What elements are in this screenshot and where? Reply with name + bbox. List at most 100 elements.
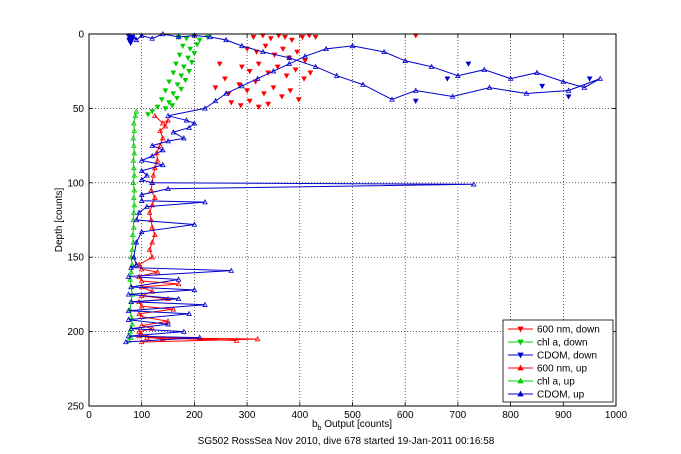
legend-marker [517, 339, 524, 346]
data-point [539, 83, 546, 90]
data-point [131, 150, 138, 156]
data-point [286, 60, 293, 66]
data-point [126, 34, 133, 40]
x-axis-label-rest: Output [counts] [321, 419, 392, 430]
data-point [180, 135, 187, 141]
data-point [162, 88, 169, 94]
data-point [179, 43, 186, 49]
data-point [130, 216, 137, 223]
data-point [133, 239, 140, 245]
data-point [130, 254, 137, 260]
data-point [412, 98, 419, 104]
data-point [183, 117, 190, 123]
data-point [282, 34, 288, 40]
data-point [149, 224, 156, 230]
data-point [455, 72, 461, 78]
data-point [165, 321, 171, 327]
data-point [130, 209, 137, 215]
data-point [130, 179, 137, 185]
data-point [170, 91, 177, 97]
data-point [174, 95, 180, 102]
legend-label: CDOM, down [537, 351, 597, 362]
ticks: 0 100 200 300 400 500 600 700 800 900 1000 0 50 100 15… [67, 30, 627, 422]
data-point [128, 298, 135, 305]
data-point [162, 123, 169, 129]
data-point [312, 63, 319, 69]
data-point [302, 58, 308, 64]
data-point [129, 261, 136, 267]
data-point [255, 61, 262, 67]
data-point [175, 280, 182, 287]
data-point [292, 67, 299, 73]
data-point [166, 100, 172, 106]
data-point [159, 120, 166, 126]
data-point [238, 64, 245, 70]
data-point [170, 129, 177, 135]
data-point [133, 261, 140, 267]
data-point [130, 120, 137, 126]
data-point [191, 120, 198, 126]
data-point [138, 277, 145, 284]
x-axis-label-sub: b [318, 425, 322, 432]
data-point [131, 172, 138, 178]
data-point [191, 51, 198, 57]
series-cdom-up [123, 30, 604, 345]
data-point [130, 33, 137, 40]
data-point [216, 61, 223, 67]
data-point [246, 69, 253, 75]
series-layer [123, 30, 604, 345]
data-point [412, 87, 419, 93]
data-point [165, 112, 171, 118]
data-point [191, 286, 198, 293]
data-point [149, 152, 156, 159]
data-point [148, 187, 155, 193]
data-point [146, 246, 153, 252]
y-tick-label: 0 [78, 30, 84, 41]
data-point [146, 209, 153, 215]
data-point [130, 164, 137, 171]
data-point [279, 94, 285, 100]
data-point [129, 246, 136, 252]
data-point [165, 117, 171, 123]
y-tick-label: 250 [67, 402, 84, 413]
data-point [149, 239, 156, 245]
data-point [349, 42, 356, 49]
data-point [149, 109, 156, 115]
data-point [128, 325, 135, 331]
data-point [470, 181, 477, 187]
data-point [307, 70, 314, 76]
series-cdom-down [125, 33, 593, 104]
legend-marker [517, 364, 524, 371]
data-point [194, 42, 200, 48]
data-point [130, 239, 137, 245]
data-point [144, 172, 150, 178]
data-point [250, 34, 257, 40]
x-tick-label: 900 [555, 410, 572, 421]
data-point [280, 46, 286, 52]
data-point [170, 306, 177, 312]
data-point [138, 191, 145, 197]
data-point [128, 269, 135, 275]
data-point [138, 197, 145, 203]
data-point [178, 73, 185, 79]
data-point [130, 224, 137, 230]
data-point [402, 57, 409, 63]
data-point [302, 53, 308, 59]
data-point [481, 66, 488, 72]
data-point [238, 42, 245, 49]
data-point [191, 221, 198, 227]
data-point [274, 64, 281, 70]
data-point [128, 313, 135, 319]
data-point [125, 333, 132, 339]
data-point [449, 93, 456, 99]
data-point [127, 276, 133, 282]
data-point [286, 54, 293, 60]
data-point [180, 64, 187, 70]
legend-label: CDOM, up [537, 390, 585, 401]
data-point [165, 318, 171, 324]
data-point [254, 336, 261, 342]
data-point [136, 209, 142, 215]
data-point [128, 264, 135, 270]
data-point [202, 199, 208, 205]
x-tick-label: 500 [344, 410, 361, 421]
